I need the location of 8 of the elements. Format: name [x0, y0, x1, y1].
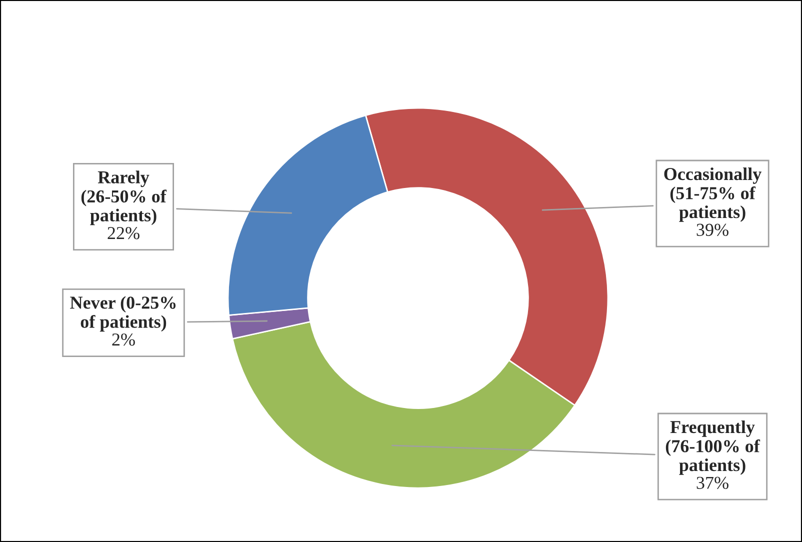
- slice-label: Occasionally (51-75% of patients): [664, 167, 762, 222]
- data-label: 39%: [696, 224, 728, 236]
- data-label: 37%: [696, 476, 728, 490]
- slice-label: Rarely (26-50% of patients): [81, 170, 167, 226]
- slice-label: Frequently (76-100% of patients): [666, 420, 760, 475]
- slice-label: Never (0-25% of patients): [70, 296, 176, 332]
- data-label: 22%: [108, 226, 140, 240]
- data-label: 2%: [112, 333, 135, 346]
